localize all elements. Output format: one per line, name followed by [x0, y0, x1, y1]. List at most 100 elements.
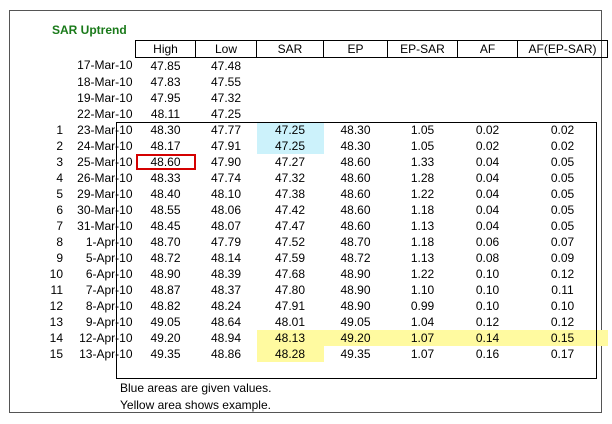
- ep-sar-cell[interactable]: [388, 58, 458, 75]
- af-ep-sar-cell[interactable]: 0.05: [550, 186, 575, 201]
- date-cell[interactable]: 6-Apr-10: [85, 266, 133, 281]
- low-cell[interactable]: 47.25: [210, 106, 242, 121]
- af-ep-sar-cell[interactable]: 0.05: [550, 202, 575, 217]
- sar-cell[interactable]: 47.68: [274, 266, 306, 281]
- af-cell[interactable]: [458, 74, 518, 90]
- high-cell[interactable]: 48.90: [150, 266, 181, 281]
- header-high[interactable]: High: [135, 40, 196, 58]
- sar-cell[interactable]: 47.27: [274, 154, 306, 169]
- ep-sar-cell[interactable]: 1.10: [410, 282, 435, 297]
- af-cell[interactable]: 0.10: [475, 298, 500, 313]
- sar-cell[interactable]: 47.91: [274, 298, 306, 313]
- af-ep-sar-cell[interactable]: 0.02: [550, 122, 575, 137]
- high-cell[interactable]: 48.87: [150, 282, 181, 297]
- low-cell[interactable]: 47.91: [210, 138, 242, 153]
- low-cell[interactable]: 48.07: [210, 218, 242, 233]
- ep-sar-cell[interactable]: 1.33: [410, 154, 435, 169]
- af-cell[interactable]: 0.04: [475, 170, 500, 185]
- date-cell[interactable]: 23-Mar-10: [77, 122, 133, 137]
- header-low[interactable]: Low: [195, 40, 257, 58]
- af-ep-sar-cell[interactable]: 0.02: [550, 138, 575, 153]
- high-cell[interactable]: 48.45: [150, 218, 181, 233]
- ep-sar-cell[interactable]: 0.99: [410, 298, 435, 313]
- af-cell[interactable]: 0.04: [475, 202, 500, 217]
- date-cell[interactable]: 26-Mar-10: [77, 170, 133, 185]
- high-cell[interactable]: 49.05: [150, 314, 181, 329]
- sar-cell[interactable]: 47.80: [274, 282, 306, 297]
- low-cell[interactable]: 48.39: [210, 266, 242, 281]
- sar-cell[interactable]: [257, 58, 324, 75]
- ep-sar-cell[interactable]: 1.13: [410, 250, 435, 265]
- af-cell[interactable]: [458, 58, 518, 75]
- date-cell[interactable]: 13-Apr-10: [79, 346, 133, 361]
- date-cell[interactable]: 30-Mar-10: [77, 202, 133, 217]
- high-cell[interactable]: 48.55: [150, 202, 181, 217]
- ep-cell[interactable]: [324, 58, 388, 75]
- ep-sar-cell[interactable]: 1.07: [410, 346, 435, 361]
- af-ep-sar-cell[interactable]: 0.10: [550, 298, 575, 313]
- high-cell[interactable]: 47.85: [150, 58, 181, 73]
- low-cell[interactable]: 48.10: [210, 186, 242, 201]
- af-cell[interactable]: [458, 90, 518, 106]
- date-cell[interactable]: 1-Apr-10: [85, 234, 133, 249]
- date-cell[interactable]: 25-Mar-10: [77, 154, 133, 169]
- sar-cell[interactable]: 47.25: [256, 122, 324, 138]
- af-ep-sar-cell[interactable]: 0.07: [550, 234, 575, 249]
- sar-cell[interactable]: 47.47: [274, 218, 306, 233]
- ep-sar-cell[interactable]: [388, 74, 458, 90]
- ep-cell[interactable]: 48.72: [340, 250, 371, 265]
- af-cell[interactable]: 0.04: [475, 186, 500, 201]
- ep-cell[interactable]: [324, 106, 388, 122]
- ep-sar-cell[interactable]: [388, 106, 458, 122]
- high-cell[interactable]: 48.30: [150, 122, 181, 137]
- sar-cell[interactable]: [257, 106, 324, 122]
- ep-cell[interactable]: 48.30: [340, 122, 371, 137]
- af-ep-sar-cell[interactable]: [518, 74, 608, 90]
- ep-sar-cell[interactable]: 1.18: [410, 234, 435, 249]
- ep-sar-cell[interactable]: 1.13: [410, 218, 435, 233]
- af-cell[interactable]: 0.04: [475, 154, 500, 169]
- ep-sar-cell[interactable]: 1.07: [387, 330, 458, 346]
- high-cell[interactable]: 48.82: [150, 298, 181, 313]
- low-cell[interactable]: 48.37: [210, 282, 242, 297]
- high-cell[interactable]: 49.20: [150, 330, 181, 345]
- date-cell[interactable]: 22-Mar-10: [77, 106, 133, 121]
- date-cell[interactable]: 24-Mar-10: [77, 138, 133, 153]
- sar-cell[interactable]: 48.13: [256, 330, 324, 346]
- af-ep-sar-cell[interactable]: 0.12: [550, 266, 575, 281]
- high-cell[interactable]: 48.60: [135, 154, 196, 170]
- af-cell[interactable]: 0.02: [475, 138, 500, 153]
- date-cell[interactable]: 7-Apr-10: [85, 282, 133, 297]
- sar-cell[interactable]: [257, 90, 324, 106]
- high-cell[interactable]: 48.17: [150, 138, 181, 153]
- ep-sar-cell[interactable]: [388, 90, 458, 106]
- date-cell[interactable]: 31-Mar-10: [77, 218, 133, 233]
- low-cell[interactable]: 47.48: [210, 58, 242, 73]
- af-cell[interactable]: 0.04: [475, 218, 500, 233]
- date-cell[interactable]: 9-Apr-10: [85, 314, 133, 329]
- ep-cell[interactable]: 48.90: [340, 298, 371, 313]
- sar-cell[interactable]: 48.28: [256, 346, 324, 362]
- ep-sar-cell[interactable]: 1.22: [410, 186, 435, 201]
- high-cell[interactable]: 48.40: [150, 186, 181, 201]
- header-sar[interactable]: SAR: [256, 40, 324, 58]
- ep-cell[interactable]: 49.05: [340, 314, 371, 329]
- sar-cell[interactable]: 47.59: [274, 250, 306, 265]
- ep-cell[interactable]: 49.20: [323, 330, 388, 346]
- af-ep-sar-cell[interactable]: 0.05: [550, 218, 575, 233]
- ep-cell[interactable]: 48.60: [340, 202, 371, 217]
- high-cell[interactable]: 48.72: [150, 250, 181, 265]
- af-ep-sar-cell[interactable]: 0.05: [550, 170, 575, 185]
- af-cell[interactable]: 0.16: [475, 346, 500, 361]
- af-cell[interactable]: 0.10: [475, 266, 500, 281]
- af-cell[interactable]: [458, 106, 518, 122]
- sar-cell[interactable]: 47.38: [274, 186, 306, 201]
- low-cell[interactable]: 47.74: [210, 170, 242, 185]
- sar-cell[interactable]: 47.32: [274, 170, 306, 185]
- ep-cell[interactable]: 49.35: [340, 346, 371, 361]
- af-ep-sar-cell[interactable]: [518, 58, 608, 75]
- ep-cell[interactable]: 48.60: [340, 154, 371, 169]
- low-cell[interactable]: 47.32: [210, 90, 242, 105]
- ep-cell[interactable]: 48.60: [340, 186, 371, 201]
- high-cell[interactable]: 47.95: [150, 90, 181, 105]
